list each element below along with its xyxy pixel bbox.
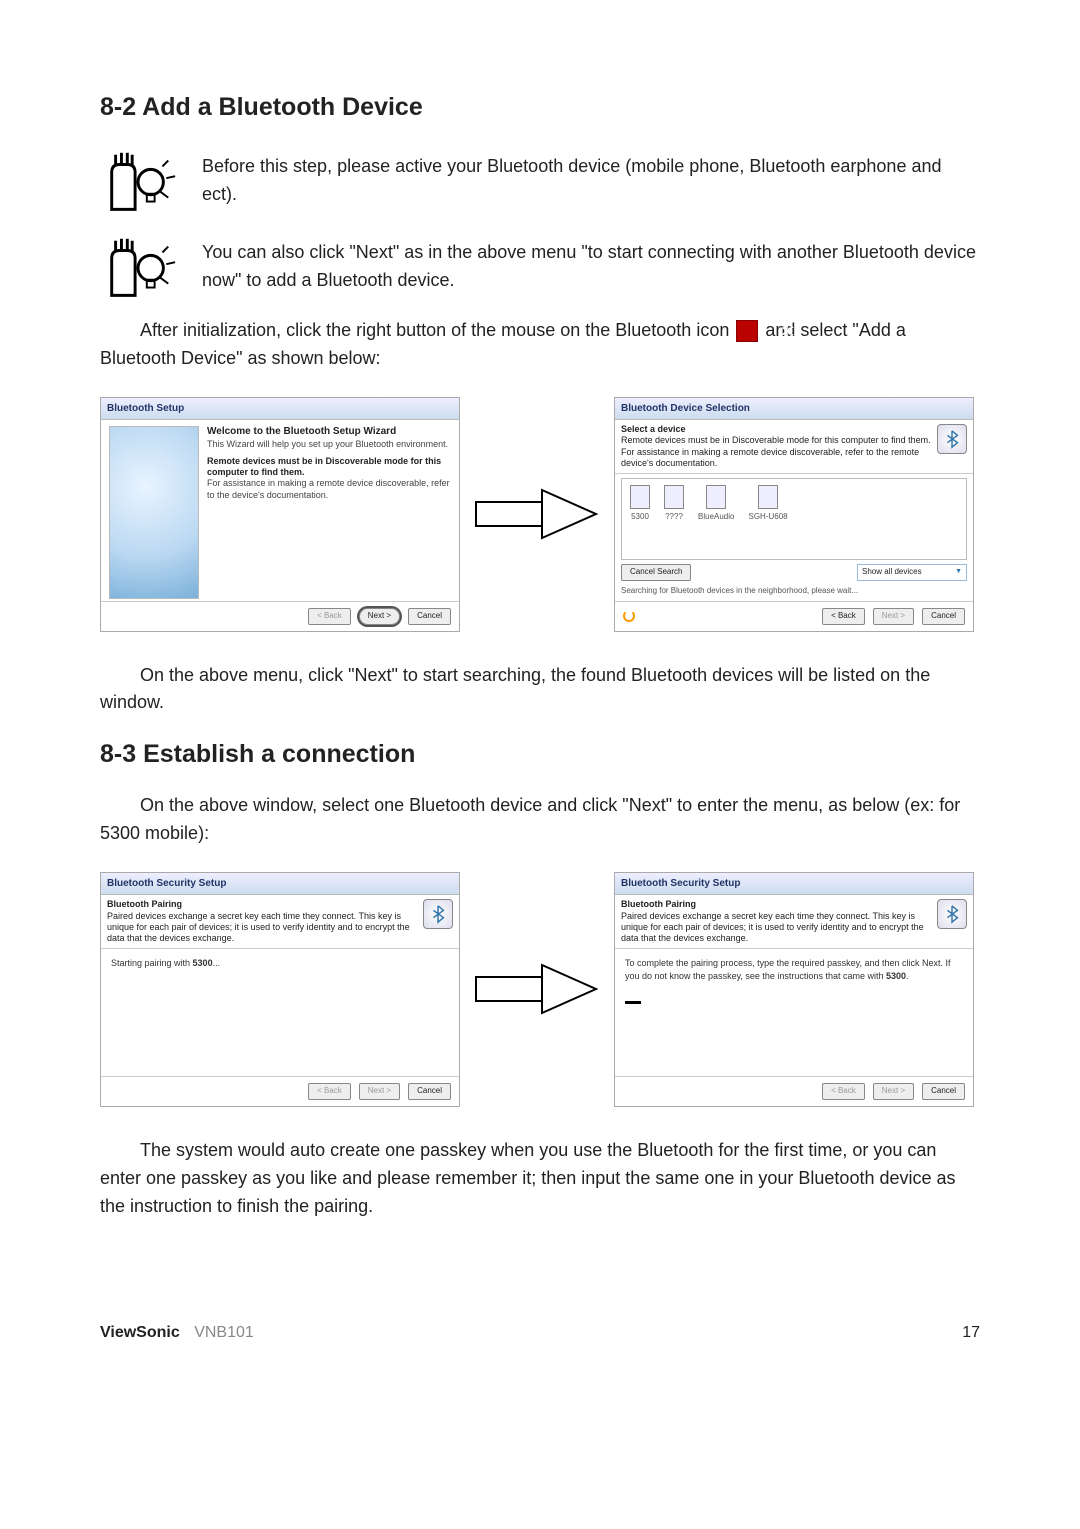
lightbulb-hand-icon (100, 231, 178, 309)
para-s2-intro: On the above window, select one Bluetoot… (100, 792, 980, 848)
bluetooth-tray-icon (736, 320, 758, 342)
footer-brand: ViewSonic (100, 1324, 180, 1341)
dialog-header-title: Select a device (621, 424, 931, 435)
wizard-discover-bold: Remote devices must be in Discoverable m… (207, 456, 451, 479)
filter-dropdown-label: Show all devices (862, 566, 922, 578)
dialog-header-sub: Remote devices must be in Discoverable m… (621, 435, 931, 469)
spinner-icon (623, 610, 635, 622)
bluetooth-icon (937, 424, 967, 454)
device-label: SGH-U608 (748, 511, 787, 523)
passkey-input-caret[interactable] (625, 1001, 641, 1004)
cancel-search-button[interactable]: Cancel Search (621, 564, 691, 580)
wizard-discover-sub: For assistance in making a remote device… (207, 478, 451, 501)
tip-row-1: Before this step, please active your Blu… (100, 145, 980, 223)
dialog-device-selection: Bluetooth Device Selection Select a devi… (614, 397, 974, 632)
dialog-pairing-a: Bluetooth Security Setup Bluetooth Pairi… (100, 872, 460, 1107)
pairing-text-c: ... (213, 958, 221, 968)
figure-row-2: Bluetooth Security Setup Bluetooth Pairi… (100, 872, 980, 1107)
cancel-button[interactable]: Cancel (922, 1083, 965, 1099)
headset-icon (706, 485, 726, 509)
tip-row-2: You can also click "Next" as in the abov… (100, 231, 980, 309)
back-button[interactable]: < Back (822, 608, 865, 624)
dialog-pairing-b: Bluetooth Security Setup Bluetooth Pairi… (614, 872, 974, 1107)
pairing-body: Starting pairing with 5300... (101, 949, 459, 1076)
lightbulb-hand-icon (100, 145, 178, 223)
chevron-down-icon: ▼ (955, 567, 962, 578)
wizard-heading: Welcome to the Bluetooth Setup Wizard (207, 426, 451, 439)
device-item[interactable]: BlueAudio (698, 485, 734, 523)
page-footer: ViewSonic VNB101 17 (100, 1321, 980, 1346)
dialog-header-sub: Paired devices exchange a secret key eac… (621, 911, 931, 945)
phone-icon (630, 485, 650, 509)
pairing-body: To complete the pairing process, type th… (615, 949, 973, 1076)
next-button[interactable]: Next > (359, 608, 400, 624)
back-button[interactable]: < Back (822, 1083, 865, 1099)
tip-text-2: You can also click "Next" as in the abov… (202, 231, 980, 309)
footer-page-number: 17 (962, 1321, 980, 1346)
pairing-device-name: 5300 (193, 958, 213, 968)
pairing-device-name: 5300 (886, 971, 906, 981)
dialog-title: Bluetooth Setup (101, 398, 459, 421)
search-status-text: Searching for Bluetooth devices in the n… (621, 585, 967, 597)
back-button[interactable]: < Back (308, 1083, 351, 1099)
wizard-side-graphic (109, 426, 199, 599)
arrow-icon (472, 484, 602, 544)
para-after-fig1: On the above menu, click "Next" to start… (100, 662, 980, 718)
phone-icon (664, 485, 684, 509)
section-heading-8-3: 8-3 Establish a connection (100, 735, 980, 774)
bluetooth-icon (423, 899, 453, 929)
device-label: 5300 (631, 511, 649, 523)
para-after-init-a: After initialization, click the right bu… (140, 320, 729, 340)
next-button[interactable]: Next > (873, 608, 914, 624)
arrow-icon (472, 959, 602, 1019)
phone-icon (758, 485, 778, 509)
bluetooth-icon (937, 899, 967, 929)
figure-row-1: Bluetooth Setup Welcome to the Bluetooth… (100, 397, 980, 632)
next-button[interactable]: Next > (873, 1083, 914, 1099)
para-after-fig2: The system would auto create one passkey… (100, 1137, 980, 1221)
section-heading-8-2: 8-2 Add a Bluetooth Device (100, 88, 980, 127)
cancel-button[interactable]: Cancel (408, 1083, 451, 1099)
device-item[interactable]: SGH-U608 (748, 485, 787, 523)
dialog-header-title: Bluetooth Pairing (621, 899, 931, 910)
device-item[interactable]: 5300 (630, 485, 650, 523)
pairing-text-c: . (906, 971, 909, 981)
dialog-header-title: Bluetooth Pairing (107, 899, 417, 910)
dialog-title: Bluetooth Device Selection (615, 398, 973, 421)
wizard-subtext: This Wizard will help you set up your Bl… (207, 439, 451, 450)
back-button[interactable]: < Back (308, 608, 351, 624)
dialog-title: Bluetooth Security Setup (101, 873, 459, 896)
cancel-button[interactable]: Cancel (408, 608, 451, 624)
next-button[interactable]: Next > (359, 1083, 400, 1099)
device-list: 5300 ???? BlueAudio SGH-U608 (621, 478, 967, 560)
dialog-bluetooth-setup: Bluetooth Setup Welcome to the Bluetooth… (100, 397, 460, 632)
tip-text-1: Before this step, please active your Blu… (202, 145, 980, 223)
cancel-button[interactable]: Cancel (922, 608, 965, 624)
filter-dropdown[interactable]: Show all devices ▼ (857, 564, 967, 580)
device-label: ???? (665, 511, 683, 523)
pairing-text-a: Starting pairing with (111, 958, 193, 968)
para-after-init: After initialization, click the right bu… (100, 317, 980, 373)
device-label: BlueAudio (698, 511, 734, 523)
footer-model: VNB101 (194, 1324, 254, 1341)
dialog-title: Bluetooth Security Setup (615, 873, 973, 896)
dialog-header-sub: Paired devices exchange a secret key eac… (107, 911, 417, 945)
device-item[interactable]: ???? (664, 485, 684, 523)
